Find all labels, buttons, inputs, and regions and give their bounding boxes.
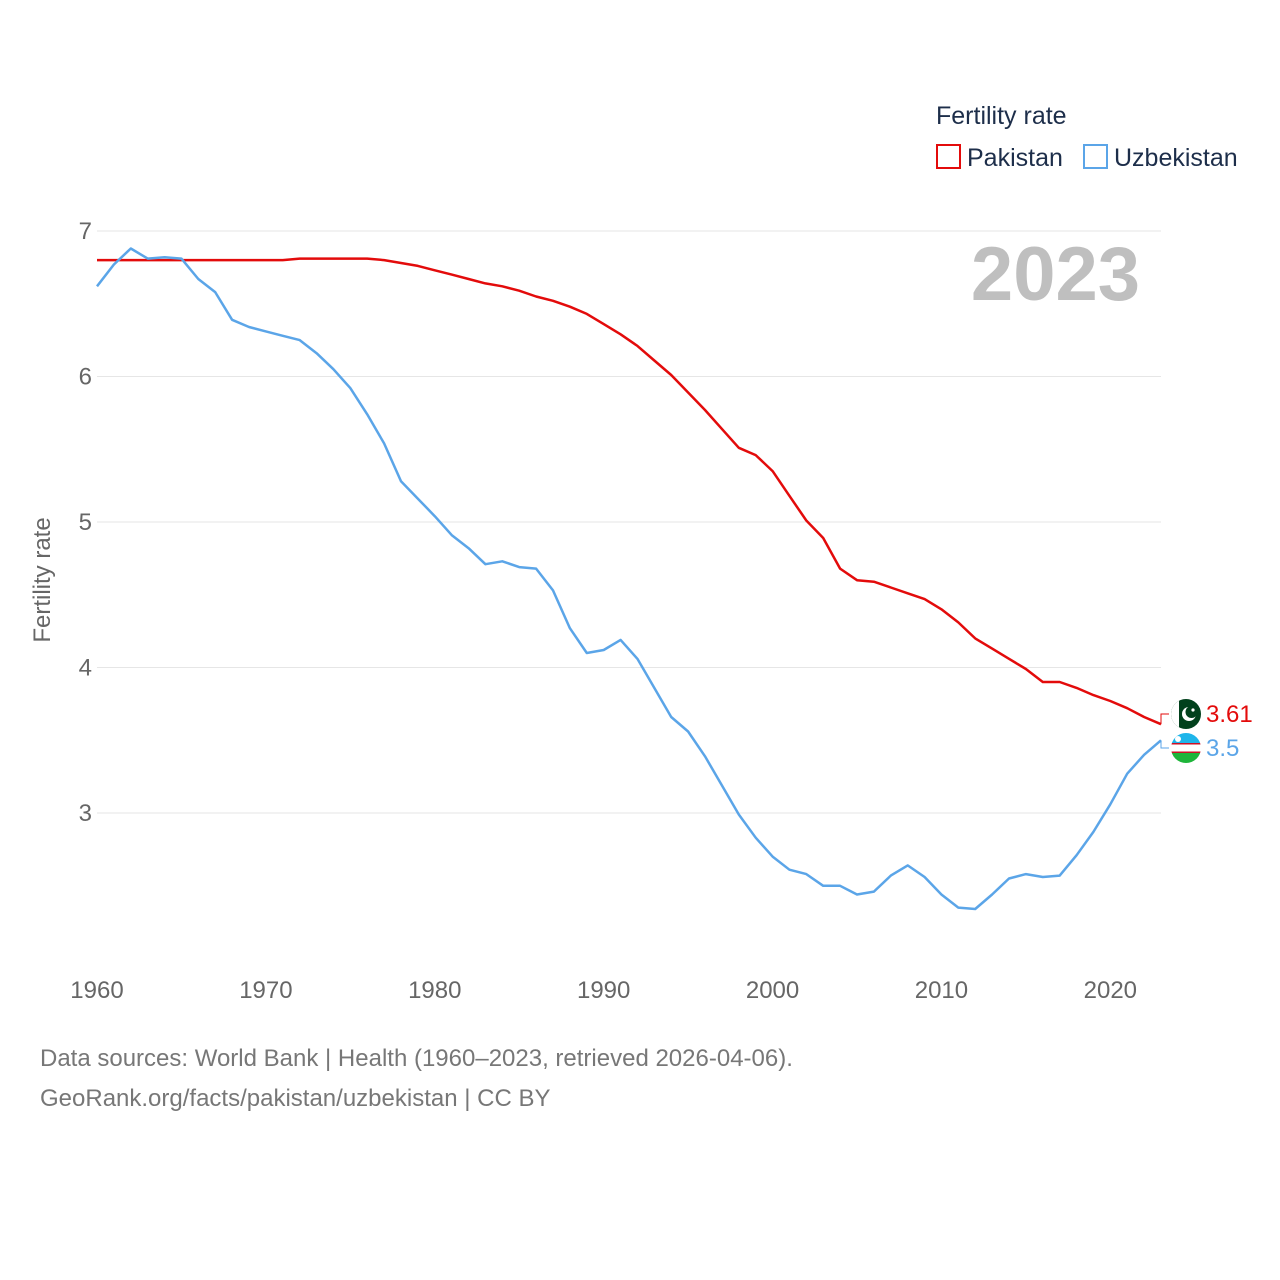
x-tick-label: 2020 — [1084, 977, 1137, 1004]
end-label-pakistan: 3.61 — [1206, 701, 1253, 728]
year-label: 2023 — [971, 232, 1140, 317]
y-tick-label: 6 — [79, 364, 92, 391]
end-label-uzbekistan: 3.5 — [1206, 735, 1239, 762]
legend-label-pakistan: Pakistan — [967, 144, 1063, 172]
x-tick-label: 1980 — [408, 977, 461, 1004]
x-axis-ticks: 1960 1970 1980 1990 2000 2010 2020 — [70, 977, 1137, 1004]
x-tick-label: 1960 — [70, 977, 123, 1004]
end-labels: 3.61 3.5 — [1161, 699, 1253, 763]
y-tick-label: 7 — [79, 218, 92, 245]
legend-title: Fertility rate — [936, 102, 1067, 130]
end-connector-uzbekistan — [1161, 740, 1169, 748]
x-tick-label: 2010 — [915, 977, 968, 1004]
y-tick-label: 3 — [79, 800, 92, 827]
y-tick-label: 5 — [79, 509, 92, 536]
legend-label-uzbekistan: Uzbekistan — [1114, 144, 1238, 172]
series-line-uzbekistan — [97, 249, 1161, 910]
y-axis-ticks: 3 4 5 6 7 — [79, 218, 92, 827]
footer-credit: GeoRank.org/facts/pakistan/uzbekistan | … — [40, 1085, 550, 1113]
x-tick-label: 1970 — [239, 977, 292, 1004]
y-tick-label: 4 — [79, 655, 92, 682]
end-connector-pakistan — [1161, 714, 1169, 724]
gridlines — [97, 231, 1161, 813]
x-tick-label: 2000 — [746, 977, 799, 1004]
x-tick-label: 1990 — [577, 977, 630, 1004]
pakistan-flag-icon — [1171, 699, 1201, 729]
legend-swatch-uzbekistan — [1084, 145, 1107, 168]
footer-sources: Data sources: World Bank | Health (1960–… — [40, 1045, 793, 1073]
legend-swatch-pakistan — [937, 145, 960, 168]
series-lines — [97, 249, 1161, 910]
y-axis-title: Fertility rate — [29, 517, 56, 642]
legend[interactable]: Fertility rate Pakistan Uzbekistan — [936, 102, 1238, 172]
legend-item-uzbekistan[interactable]: Uzbekistan — [1084, 144, 1238, 172]
uzbekistan-flag-icon — [1171, 733, 1201, 763]
legend-item-pakistan[interactable]: Pakistan — [937, 144, 1063, 172]
